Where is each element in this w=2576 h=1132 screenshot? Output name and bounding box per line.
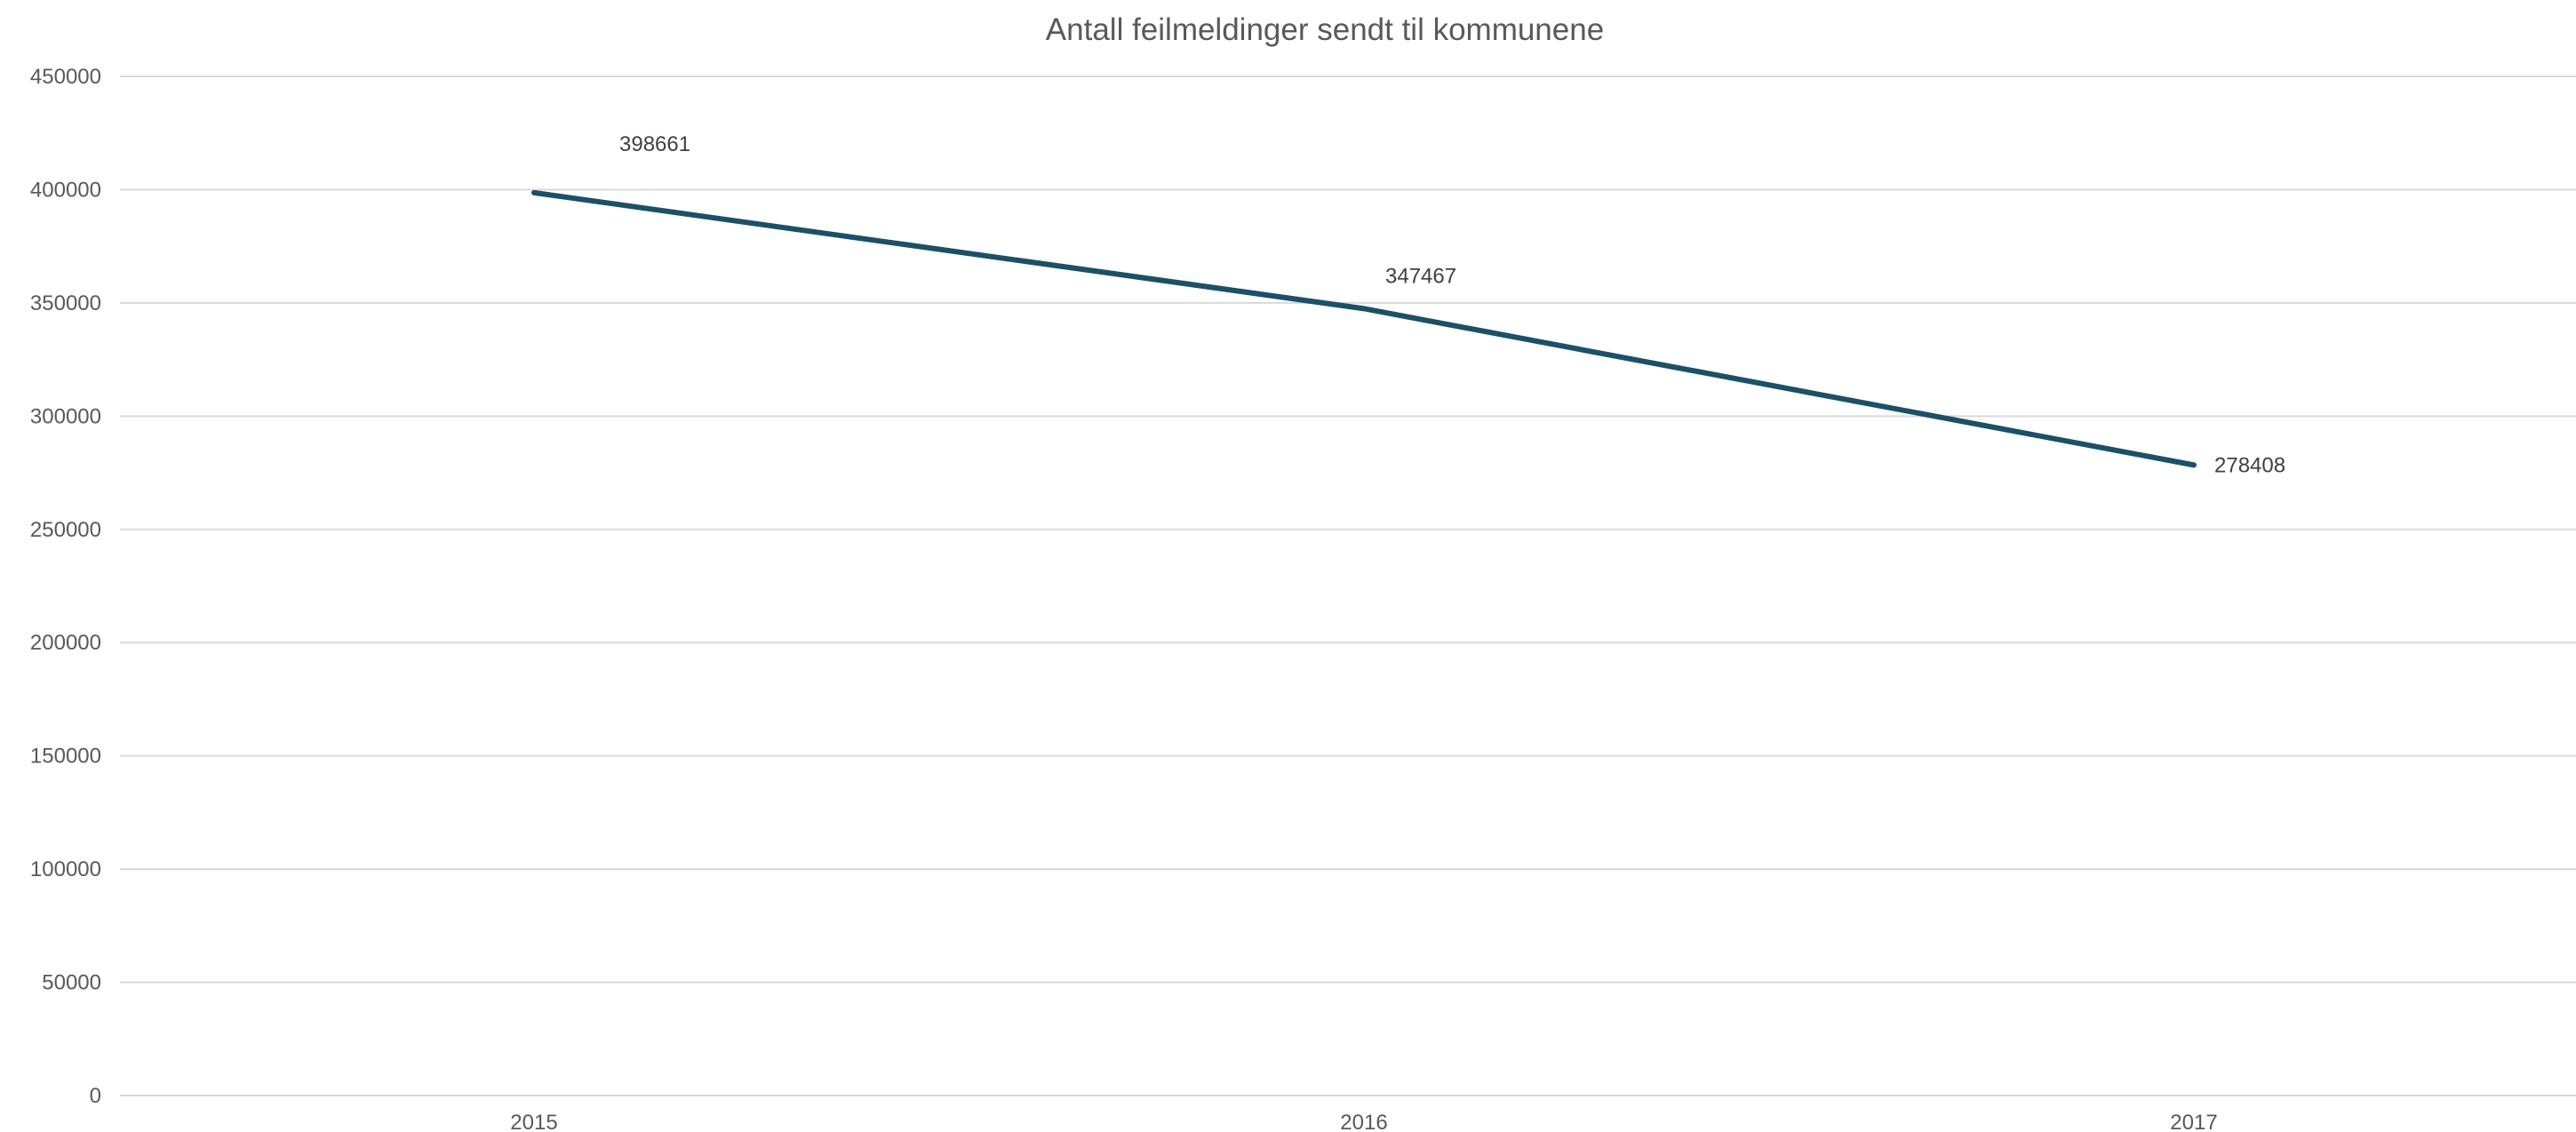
y-tick-label: 200000 [30, 631, 101, 655]
gridlines [120, 76, 2576, 984]
y-tick-label: 400000 [30, 178, 101, 202]
data-label-2017: 278408 [2214, 453, 2285, 477]
y-axis-tick-labels: 0 50000 100000 150000 200000 250000 300000 3500… [30, 65, 101, 1108]
chart-title: Antall feilmeldinger sendt til kommunene [1046, 12, 1604, 47]
data-label-2015: 398661 [619, 132, 690, 156]
y-tick-label: 250000 [30, 518, 101, 542]
y-tick-label: 450000 [30, 65, 101, 89]
data-label-2016: 347467 [1385, 264, 1456, 288]
y-tick-label: 300000 [30, 404, 101, 428]
x-tick-label-2017: 2017 [2170, 1111, 2217, 1132]
x-axis-tick-labels: 2015 2016 2017 [510, 1111, 2217, 1132]
x-tick-label-2015: 2015 [510, 1111, 557, 1132]
series-line-0 [531, 189, 2197, 468]
y-tick-label: 0 [90, 1084, 101, 1108]
series-lines [531, 189, 2197, 468]
y-tick-label: 50000 [42, 971, 101, 995]
y-tick-label: 100000 [30, 857, 101, 881]
y-tick-label: 150000 [30, 745, 101, 769]
y-tick-label: 350000 [30, 291, 101, 315]
data-labels: 398661 347467 278408 [619, 132, 2285, 478]
x-tick-label-2016: 2016 [1340, 1111, 1387, 1132]
